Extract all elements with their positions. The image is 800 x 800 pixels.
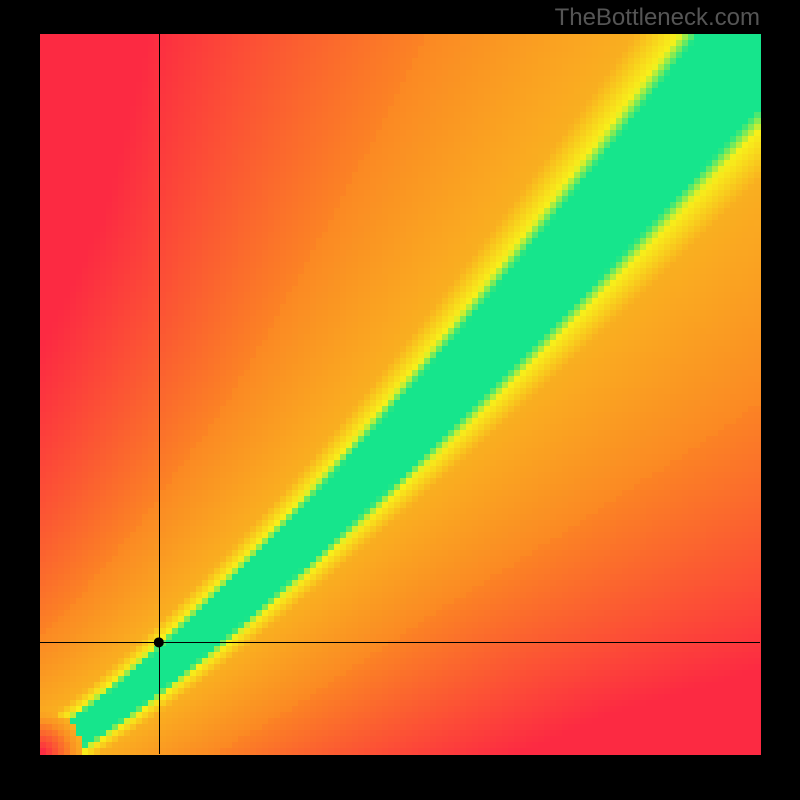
chart-container: TheBottleneck.com [0, 0, 800, 800]
watermark-text: TheBottleneck.com [555, 4, 760, 32]
bottleneck-heatmap [0, 0, 800, 800]
